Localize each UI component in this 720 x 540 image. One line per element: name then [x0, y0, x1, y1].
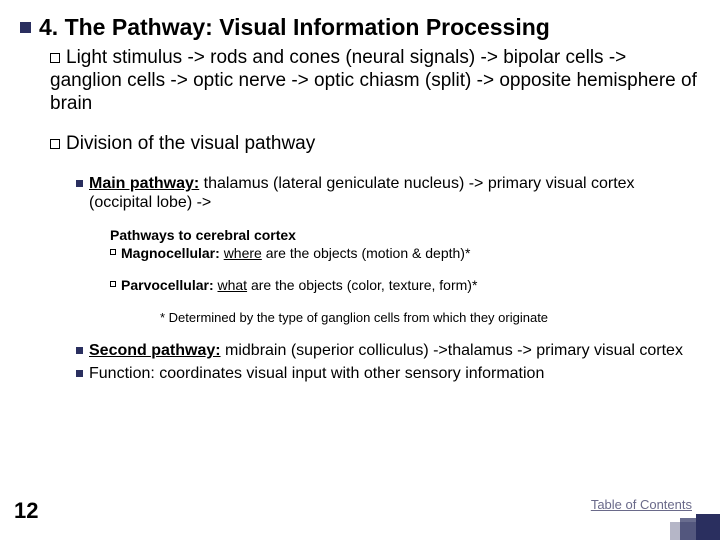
function-text: Function: coordinates visual input with … — [89, 364, 700, 383]
magno-keyword: where — [224, 245, 262, 261]
second-pathway-item: Second pathway: midbrain (superior colli… — [76, 341, 700, 360]
square-bullet-icon — [76, 180, 83, 187]
cortex-heading: Pathways to cerebral cortex — [110, 227, 700, 243]
magno-label: Magnocellular: — [121, 245, 220, 261]
main-pathway-item: Main pathway: thalamus (lateral genicula… — [76, 174, 700, 212]
square-bullet-icon — [76, 347, 83, 354]
toc-link[interactable]: Table of Contents — [591, 497, 692, 512]
parvo-keyword: what — [218, 277, 248, 293]
outline-square-icon — [50, 139, 60, 149]
parvo-desc: are the objects (color, texture, form)* — [247, 277, 477, 293]
footnote: * Determined by the type of ganglion cel… — [160, 310, 700, 325]
slide-title: 4. The Pathway: Visual Information Proce… — [39, 14, 550, 41]
slide-title-row: 4. The Pathway: Visual Information Proce… — [20, 14, 700, 41]
parvo-label: Parvocellular: — [121, 277, 214, 293]
outline-square-icon — [50, 53, 60, 63]
pathway-text: Light stimulus -> rods and cones (neural… — [50, 47, 697, 114]
pathway-sequence: Light stimulus -> rods and cones (neural… — [50, 47, 700, 115]
square-bullet-icon — [20, 22, 31, 33]
second-pathway-label: Second pathway: — [89, 342, 221, 359]
parvocellular-item: Parvocellular: what are the objects (col… — [110, 277, 700, 294]
function-item: Function: coordinates visual input with … — [76, 364, 700, 383]
slide-decoration — [630, 514, 720, 540]
magno-desc: are the objects (motion & depth)* — [262, 245, 471, 261]
division-text: Division of the visual pathway — [66, 133, 315, 154]
outline-square-icon — [110, 281, 116, 287]
main-pathway-label: Main pathway: — [89, 175, 199, 192]
division-heading: Division of the visual pathway — [50, 133, 700, 156]
outline-square-icon — [110, 249, 116, 255]
magnocellular-item: Magnocellular: where are the objects (mo… — [110, 245, 700, 262]
second-pathway-desc: midbrain (superior colliculus) ->thalamu… — [221, 342, 683, 359]
square-bullet-icon — [76, 370, 83, 377]
page-number: 12 — [14, 498, 38, 524]
deco-rect-icon — [696, 514, 720, 540]
